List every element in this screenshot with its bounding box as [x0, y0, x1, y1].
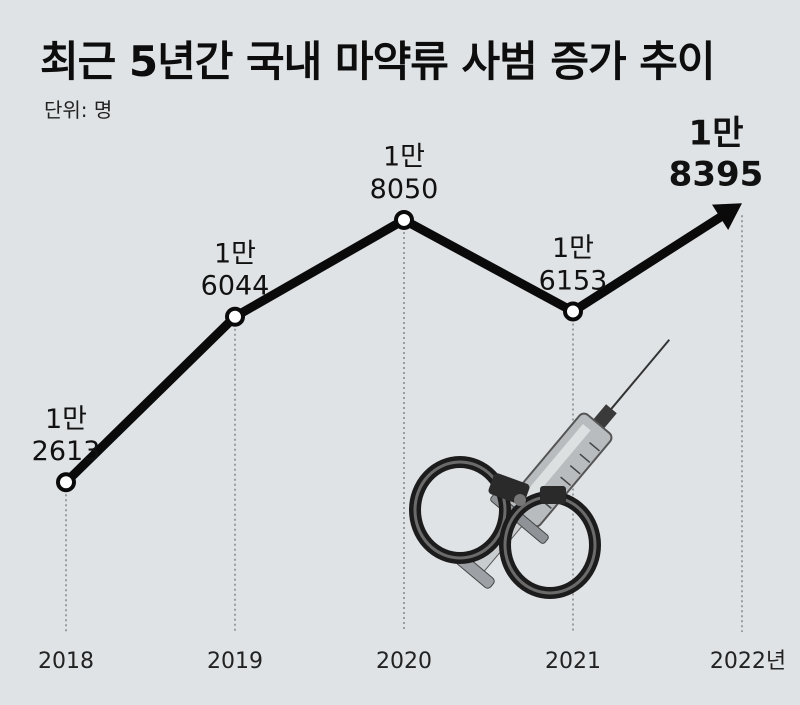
data-label-prefix: 1만 [552, 233, 594, 264]
unit-label: 단위: 명 [44, 98, 113, 122]
data-point [225, 306, 245, 327]
x-tick-label: 2019 [207, 649, 263, 674]
data-point [56, 472, 76, 493]
handcuffs-icon [409, 456, 601, 599]
x-tick-label: 2020 [376, 649, 432, 674]
data-label-value: 8395 [669, 154, 764, 194]
data-point [563, 301, 583, 322]
data-label-prefix: 1만 [214, 238, 256, 269]
data-label-prefix: 1만 [689, 114, 744, 154]
data-label-value: 8050 [370, 174, 439, 205]
series-arrowhead [712, 203, 742, 230]
data-label-prefix: 1만 [383, 142, 425, 173]
data-label-prefix: 1만 [45, 404, 87, 435]
handcuffs-syringe-illustration [409, 339, 671, 599]
data-point [394, 209, 414, 230]
x-tick-label: 2018 [38, 649, 94, 674]
series-line [61, 212, 725, 487]
chart-title: 최근 5년간 국내 마약류 사범 증가 추이 [40, 37, 716, 86]
data-label-value: 6153 [539, 265, 608, 296]
data-label-value: 2613 [32, 436, 101, 467]
x-tick-label: 2021 [545, 649, 601, 674]
x-tick-label: 2022년 [710, 649, 786, 674]
data-label-value: 6044 [201, 271, 270, 302]
